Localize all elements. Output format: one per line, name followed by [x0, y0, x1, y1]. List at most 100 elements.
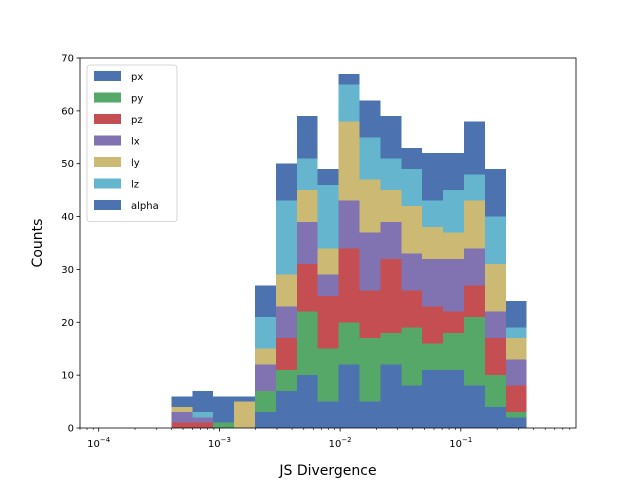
bar-px-bin-10	[380, 364, 402, 428]
legend-swatch-lx	[94, 135, 121, 146]
bar-alpha-bin-15	[484, 169, 506, 217]
bar-alpha-bin-16	[505, 301, 527, 328]
bar-lx-bin-12	[422, 258, 444, 307]
histogram-bars	[171, 73, 527, 428]
bar-lx-bin-9	[359, 232, 381, 291]
bar-px-bin-4	[254, 412, 276, 428]
bar-ly-bin-12	[422, 227, 444, 259]
bar-alpha-bin-7	[317, 169, 339, 185]
legend-label-px: px	[131, 72, 143, 83]
y-tick-label: 30	[61, 265, 74, 276]
plot-frame	[79, 57, 577, 429]
bar-alpha-bin-8	[338, 73, 360, 85]
bar-lz-bin-14	[464, 174, 485, 201]
bar-ly-bin-6	[296, 190, 318, 222]
x-tick-label: 10−3	[208, 436, 231, 450]
bar-lx-bin-1	[192, 417, 214, 423]
bar-alpha-bin-10	[380, 116, 402, 159]
x-tick-label: 10−4	[87, 436, 111, 450]
bar-py-bin-6	[296, 311, 318, 376]
bar-lx-bin-15	[484, 311, 506, 339]
bar-lx-bin-8	[338, 200, 360, 249]
y-tick-label: 10	[61, 371, 74, 382]
bar-lz-bin-1	[192, 412, 214, 418]
bar-py-bin-7	[317, 348, 339, 402]
legend-label-alpha: alpha	[131, 201, 159, 212]
bar-py-bin-15	[484, 375, 506, 407]
bar-px-bin-7	[317, 401, 339, 428]
bar-alpha-bin-13	[443, 153, 464, 191]
y-tick-label: 20	[61, 318, 74, 329]
bar-ly-bin-10	[380, 190, 402, 222]
bar-ly-bin-4	[254, 348, 276, 365]
y-tick-label: 40	[61, 212, 74, 223]
bar-lz-bin-9	[359, 137, 381, 180]
legend-label-lx: lx	[131, 137, 140, 148]
bar-pz-bin-14	[464, 285, 485, 317]
bar-py-bin-4	[254, 391, 276, 413]
bar-py-bin-16	[505, 412, 527, 418]
x-axis: 10−4 10−3 10−2 10−1	[79, 428, 571, 450]
legend-label-ly: ly	[131, 158, 140, 169]
bar-ly-bin-8	[338, 121, 360, 201]
legend-swatch-lz	[94, 178, 121, 189]
bar-lz-bin-12	[422, 200, 444, 228]
bar-pz-bin-12	[422, 306, 444, 344]
legend-label-lz: lz	[131, 180, 139, 191]
bar-px-bin-8	[338, 364, 360, 428]
bar-px-bin-13	[443, 369, 464, 428]
bar-pz-bin-11	[401, 290, 423, 328]
bar-alpha-bin-14	[464, 121, 485, 175]
bar-lz-bin-13	[443, 190, 464, 233]
bar-ly-bin-11	[401, 206, 423, 254]
bar-py-bin-14	[464, 317, 485, 386]
bar-lz-bin-11	[401, 169, 423, 206]
bar-alpha-bin-12	[422, 153, 444, 201]
bar-ly-bin-5	[275, 274, 297, 307]
bar-ly-bin-13	[443, 232, 464, 259]
x-tick-label: 10−1	[449, 436, 472, 450]
bar-ly-bin-0	[171, 406, 193, 413]
bar-lx-bin-0	[171, 412, 193, 423]
bar-py-bin-2	[213, 422, 235, 428]
bar-pz-bin-6	[296, 264, 318, 312]
y-axis-label: Counts	[30, 219, 46, 268]
bar-alpha-bin-4	[254, 285, 276, 317]
y-tick-label: 50	[61, 159, 74, 170]
legend-swatch-alpha	[94, 200, 121, 210]
y-axis: 0 10 20 30 40 50 60 70	[61, 54, 80, 435]
bar-alpha-bin-0	[171, 396, 193, 407]
bar-px-bin-15	[484, 406, 506, 428]
bar-pz-bin-10	[380, 258, 402, 333]
bar-lx-bin-7	[317, 274, 339, 296]
bar-lx-bin-13	[443, 258, 464, 312]
y-tick-label: 60	[61, 106, 74, 117]
bar-lz-bin-15	[484, 216, 506, 265]
bar-lz-bin-7	[317, 184, 339, 249]
bar-py-bin-5	[275, 369, 297, 391]
bar-lz-bin-16	[505, 327, 527, 339]
bar-lz-bin-6	[296, 158, 318, 191]
bar-pz-bin-15	[484, 338, 506, 376]
bar-py-bin-10	[380, 332, 402, 365]
legend-swatch-px	[94, 71, 121, 81]
bar-alpha-bin-1	[192, 391, 214, 413]
bar-px-bin-5	[275, 391, 297, 428]
bar-lz-bin-8	[338, 84, 360, 122]
bar-lx-bin-10	[380, 221, 402, 259]
x-tick-label: 10−2	[329, 436, 352, 450]
bar-lx-bin-5	[275, 306, 297, 339]
bar-px-bin-16	[505, 417, 527, 428]
bar-py-bin-8	[338, 322, 360, 365]
bar-lz-bin-4	[254, 317, 276, 349]
y-tick-label: 0	[68, 424, 74, 435]
legend: px py pz lx ly lz alpha	[86, 64, 178, 222]
bar-px-bin-14	[464, 385, 485, 428]
bar-px-bin-6	[296, 375, 318, 428]
bar-lx-bin-6	[296, 221, 318, 265]
bar-pz-bin-8	[338, 248, 360, 323]
bar-ly-bin-14	[464, 200, 485, 249]
bar-lx-bin-16	[505, 359, 527, 386]
legend-swatch-pz	[94, 114, 121, 124]
